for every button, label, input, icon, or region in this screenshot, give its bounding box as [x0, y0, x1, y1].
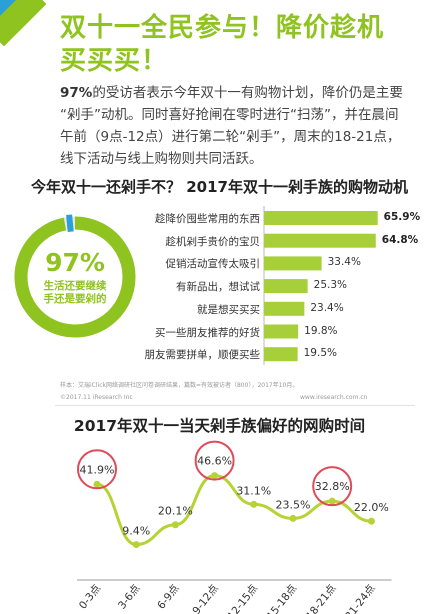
data-point	[171, 521, 179, 529]
data-point	[328, 497, 336, 505]
bar	[264, 211, 378, 225]
data-label: 32.8%	[315, 480, 350, 493]
bar-category-label: 就是想买买买	[197, 303, 260, 316]
summary-text: 的受访者表示今年双十一有购物计划，降价仍是主要 “剁手”动机。同时喜好抢闸在零时…	[60, 85, 403, 167]
data-point	[367, 517, 375, 525]
data-point	[93, 480, 101, 488]
bar-category-label: 买一些朋友推荐的好货	[155, 326, 260, 339]
data-label: 9.4%	[122, 525, 150, 538]
divider	[55, 405, 415, 406]
bar-value-label: 19.5%	[303, 347, 337, 360]
data-label: 41.9%	[80, 463, 115, 476]
highlight-circle	[312, 466, 353, 507]
x-tick-label: 21-24点	[343, 582, 378, 614]
x-tick-label: 9-12点	[190, 582, 221, 614]
data-point	[132, 541, 140, 549]
bar	[264, 279, 308, 294]
donut-arc	[14, 216, 136, 338]
bar-category-label: 有新品出，想试试	[176, 281, 260, 294]
time-line-chart: 41.9% 0-3点 9.4% 3-6点 20.1% 6-9点 46.6% 9-12点 31.1…	[77, 440, 392, 614]
bar-category-label: 朋友需要拼单，顺便买些	[144, 349, 261, 362]
bar-category-label: 趁降价囤些常用的东西	[155, 213, 260, 225]
data-point	[289, 514, 297, 522]
bar-value-label: 19.8%	[304, 324, 338, 337]
x-tick-label: 0-3点	[77, 582, 103, 611]
donut-caption-line1: 生活还要继续	[43, 280, 107, 292]
bar-value-label: 33.4%	[327, 256, 361, 269]
summary-paragraph: 97%的受访者表示今年双十一有购物计划，降价仍是主要 “剁手”动机。同时喜好抢闸…	[60, 82, 410, 170]
bar	[264, 233, 376, 248]
data-label: 23.5%	[276, 498, 311, 511]
donut-caption-line2: 手还是要剁的	[43, 293, 107, 305]
bar-value-label: 64.8%	[381, 233, 419, 246]
sample-note: 样本：艾瑞iClick网络调研社区问卷调研结果，篇数=有效被访者（800），20…	[60, 382, 299, 389]
donut-gap-marker	[66, 214, 74, 232]
section1-title: 今年双十一还剁手不？ 2017年双十一剁手族的购物动机	[31, 178, 408, 196]
data-point	[250, 500, 258, 508]
headline: 双十一全民参与！降价趁机买买买！	[60, 13, 385, 76]
data-point	[211, 472, 219, 480]
bar	[264, 301, 305, 316]
donut-caption: 生活还要继续 手还是要剁的	[28, 280, 122, 306]
bar	[264, 347, 298, 362]
data-label: 20.1%	[158, 505, 193, 518]
x-tick-label: 6-9点	[155, 582, 181, 611]
bar-category-label: 促销活动宣传太吸引	[165, 258, 261, 271]
x-tick-label: 15-18点	[265, 582, 300, 614]
bar-value-label: 23.4%	[310, 301, 344, 314]
highlight-circle	[77, 449, 117, 490]
data-label: 46.6%	[197, 455, 232, 468]
highlight-circle	[194, 440, 235, 481]
summary-highlight: 97%	[60, 85, 93, 101]
bar-category-label: 趁机剁手贵价的宝贝	[165, 235, 261, 248]
x-tick-label: 18-21点	[304, 582, 339, 614]
donut-chart	[14, 214, 136, 338]
corner-decoration	[0, 0, 52, 52]
donut-value: 97%	[45, 248, 105, 277]
website: www.iresearch.com.cn	[300, 394, 368, 401]
bar	[264, 256, 322, 271]
data-label: 22.0%	[354, 501, 389, 514]
x-tick-label: 3-6点	[116, 582, 142, 611]
bar	[264, 324, 299, 339]
copyright: ©2017.11 iResearch Inc	[60, 394, 133, 401]
data-label: 31.1%	[236, 484, 271, 497]
motivation-bar-chart	[263, 206, 378, 365]
bar-value-label: 65.9%	[383, 211, 421, 223]
bar-value-label: 25.3%	[313, 279, 347, 292]
x-tick-label: 12-15点	[225, 582, 260, 614]
section2-title: 2017年双十一当天剁手族偏好的网购时间	[73, 417, 366, 435]
